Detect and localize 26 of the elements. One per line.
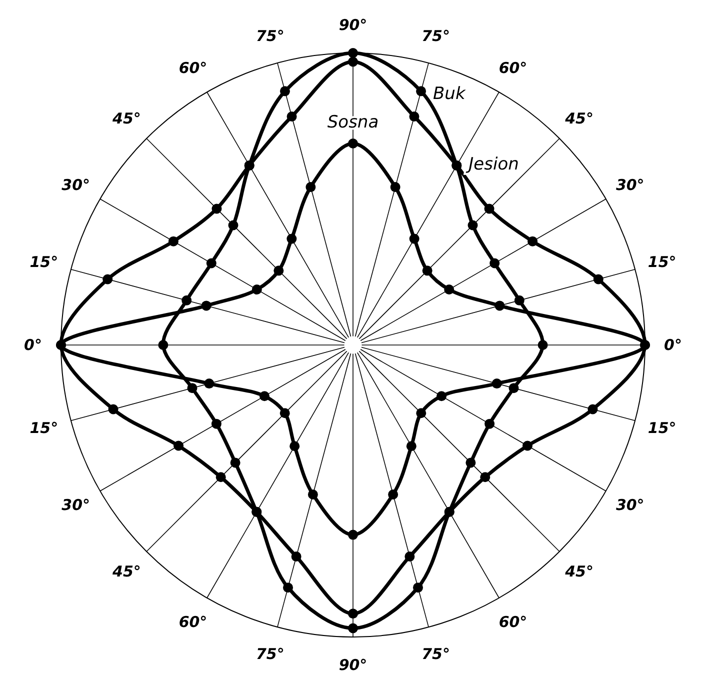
- spoke-label: 15°: [648, 418, 676, 437]
- spoke-label: 75°: [256, 645, 284, 664]
- spoke-label: 60°: [178, 613, 208, 632]
- spoke-label: 15°: [30, 253, 58, 272]
- spoke-label: 30°: [62, 496, 90, 514]
- spoke-label: 30°: [616, 496, 644, 514]
- spoke-label: 30°: [616, 176, 644, 194]
- spoke-label: 30°: [62, 176, 90, 194]
- spoke-label: 60°: [178, 58, 208, 77]
- spoke-label: 60°: [498, 58, 528, 77]
- spoke-label: 45°: [564, 110, 594, 128]
- spoke-label: 0°: [664, 336, 682, 354]
- spoke-label: 15°: [30, 418, 58, 437]
- spoke-label: 90°: [338, 16, 368, 34]
- series-label: Jesion: [466, 154, 519, 174]
- spoke-label: 90°: [338, 656, 368, 674]
- spoke-label: 75°: [422, 26, 450, 45]
- spoke-label: 45°: [112, 562, 141, 580]
- spoke-label: 0°: [24, 336, 42, 354]
- spoke-label: 15°: [648, 253, 676, 272]
- spoke-label: 45°: [112, 110, 141, 128]
- series-label: Buk: [433, 84, 466, 104]
- spoke-label: 75°: [256, 26, 284, 45]
- spoke-label: 75°: [422, 645, 450, 664]
- spoke-label: 60°: [498, 613, 528, 632]
- spoke-label: 45°: [564, 562, 594, 580]
